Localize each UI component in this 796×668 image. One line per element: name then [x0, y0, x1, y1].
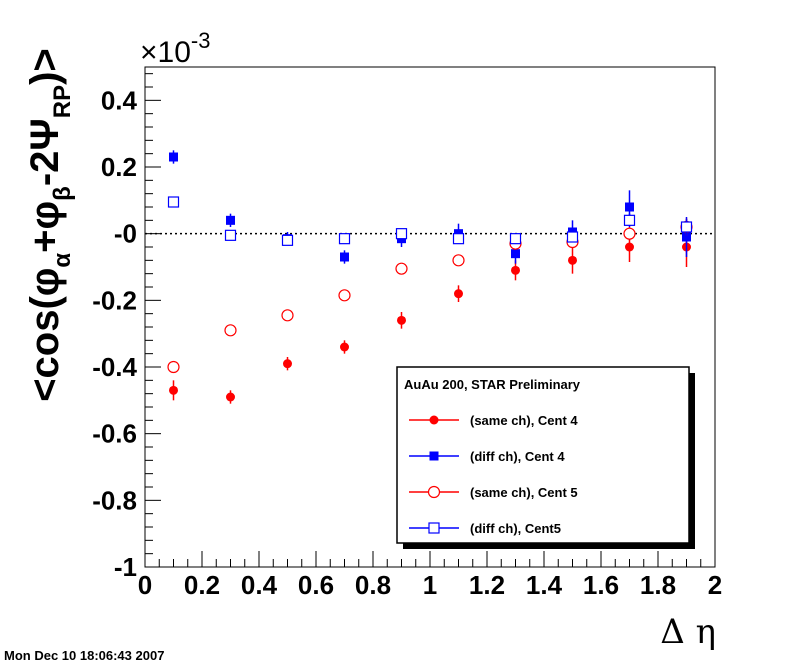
data-point	[340, 342, 349, 352]
y-axis-label: <cos(φα+φβ-2ΨRP)>	[23, 48, 76, 402]
legend-items: (same ch), Cent 4 (diff ch), Cent 4 (same …	[409, 413, 578, 536]
y-multiplier-base: ×10	[140, 36, 191, 69]
x-tick-label: 0.6	[298, 570, 334, 600]
legend-label: (diff ch), Cent5	[470, 521, 561, 536]
data-point	[511, 249, 520, 259]
x-axis-ticks: 0 0.2 0.4 0.6 0.8 1 1.2 1.4 1.6 1.8 2	[138, 551, 722, 600]
data-point	[566, 231, 579, 243]
x-tick-label: 0.2	[184, 570, 220, 600]
x-tick-label: 0.4	[241, 570, 278, 600]
y-tick-label: -0	[114, 219, 137, 249]
data-point	[340, 252, 349, 262]
x-axis-label: Δ η	[660, 612, 716, 652]
legend-marker	[429, 451, 439, 461]
legend-item: (diff ch), Cent5	[409, 521, 561, 536]
data-point	[167, 360, 180, 374]
y-tick-label: -0.4	[92, 352, 137, 382]
legend-marker	[429, 415, 439, 425]
data-point	[452, 233, 465, 245]
data-point	[224, 229, 237, 241]
x-tick-label: 1.2	[469, 570, 505, 600]
data-point	[281, 234, 294, 246]
legend-label: (same ch), Cent 5	[470, 485, 578, 500]
data-point	[395, 262, 408, 275]
y-axis-ticks: -1 -0.8 -0.6 -0.4 -0.2 -0 0.2 0.4	[92, 73, 161, 582]
data-point	[625, 202, 634, 212]
data-point	[226, 392, 235, 402]
data-point	[454, 289, 463, 299]
x-tick-label: 0	[138, 570, 152, 600]
data-layer	[167, 150, 693, 404]
data-point	[625, 242, 634, 252]
x-tick-label: 0.8	[355, 570, 391, 600]
legend-box	[396, 366, 690, 544]
data-point	[226, 215, 235, 225]
series-3	[167, 196, 693, 246]
series-1	[169, 150, 691, 264]
data-point	[568, 255, 577, 265]
data-point	[680, 221, 693, 233]
series-2	[167, 218, 693, 374]
legend-item: (same ch), Cent 4	[409, 413, 578, 428]
x-tick-label: 2	[708, 570, 722, 600]
data-point	[682, 232, 691, 242]
legend-marker	[427, 485, 441, 499]
data-point	[623, 214, 636, 226]
data-point	[509, 233, 522, 245]
y-tick-label: -0.6	[92, 419, 137, 449]
x-tick-label: 1.4	[526, 570, 563, 600]
data-point	[167, 196, 180, 208]
y-tick-label: 0.4	[101, 85, 138, 115]
legend-item: (same ch), Cent 5	[409, 485, 578, 500]
y-multiplier: ×10-3	[140, 28, 210, 69]
legend-title: AuAu 200, STAR Preliminary	[404, 377, 581, 392]
y-tick-label: -0.8	[92, 485, 137, 515]
data-point	[224, 324, 237, 337]
data-point	[395, 228, 408, 240]
x-tick-label: 1.8	[640, 570, 676, 600]
legend: AuAu 200, STAR Preliminary (same ch), Ce…	[396, 366, 695, 549]
data-point	[397, 315, 406, 325]
x-tick-label: 1.6	[583, 570, 619, 600]
data-point	[283, 359, 292, 369]
y-tick-label: -0.2	[92, 285, 137, 315]
x-tick-label: 1	[423, 570, 437, 600]
y-tick-label: -1	[114, 552, 137, 582]
data-point	[452, 254, 465, 267]
data-point	[511, 265, 520, 275]
legend-marker	[428, 522, 440, 534]
y-tick-label: 0.2	[101, 152, 137, 182]
legend-label: (same ch), Cent 4	[470, 413, 578, 428]
data-point	[169, 385, 178, 395]
y-multiplier-exponent: -3	[191, 28, 211, 53]
data-point	[623, 227, 636, 240]
data-point	[169, 152, 178, 162]
data-point	[338, 233, 351, 245]
legend-label: (diff ch), Cent 4	[470, 449, 565, 464]
timestamp: Mon Dec 10 18:06:43 2007	[4, 648, 165, 663]
data-point	[338, 289, 351, 302]
data-point	[281, 309, 294, 322]
legend-item: (diff ch), Cent 4	[409, 449, 565, 464]
